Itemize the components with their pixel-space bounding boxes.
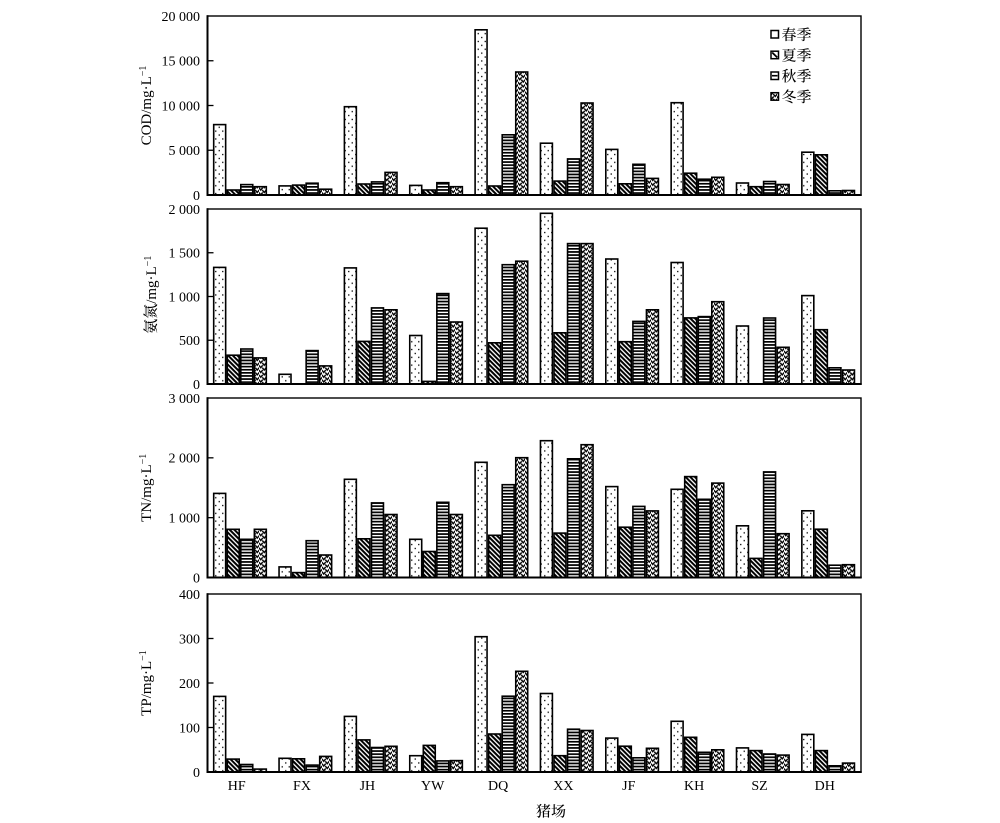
svg-text:DQ: DQ [488,779,508,794]
svg-text:0: 0 [193,378,200,393]
svg-text:COD/mg·L−1: COD/mg·L−1 [138,66,155,146]
svg-text:XX: XX [553,779,573,794]
svg-text:JF: JF [622,779,635,794]
svg-text:2 000: 2 000 [169,203,201,218]
svg-text:SZ: SZ [751,779,767,794]
svg-text:0: 0 [193,189,200,204]
svg-text:500: 500 [179,334,200,349]
svg-text:3 000: 3 000 [169,392,201,407]
svg-text:DH: DH [815,779,835,794]
svg-text:TN/mg·L−1: TN/mg·L−1 [138,454,155,522]
svg-text:TP/mg·L−1: TP/mg·L−1 [138,650,155,716]
svg-text:0: 0 [193,571,200,586]
svg-text:1 000: 1 000 [169,511,201,526]
svg-text:400: 400 [179,588,200,603]
svg-text:FX: FX [293,779,311,794]
svg-text:2 000: 2 000 [169,452,201,467]
svg-text:1 500: 1 500 [169,247,201,262]
svg-text:HF: HF [228,779,246,794]
svg-text:YW: YW [421,779,445,794]
svg-text:JH: JH [360,779,376,794]
svg-text:1 000: 1 000 [169,290,201,305]
svg-text:300: 300 [179,632,200,647]
svg-text:100: 100 [179,721,200,736]
svg-text:15 000: 15 000 [162,55,201,70]
svg-text:5 000: 5 000 [169,144,201,159]
svg-text:200: 200 [179,677,200,692]
svg-text:0: 0 [193,766,200,781]
svg-text:10 000: 10 000 [162,99,201,114]
svg-text:20 000: 20 000 [162,10,201,25]
svg-text:/mg·L−1: /mg·L−1 [143,256,160,304]
svg-text:KH: KH [684,779,704,794]
